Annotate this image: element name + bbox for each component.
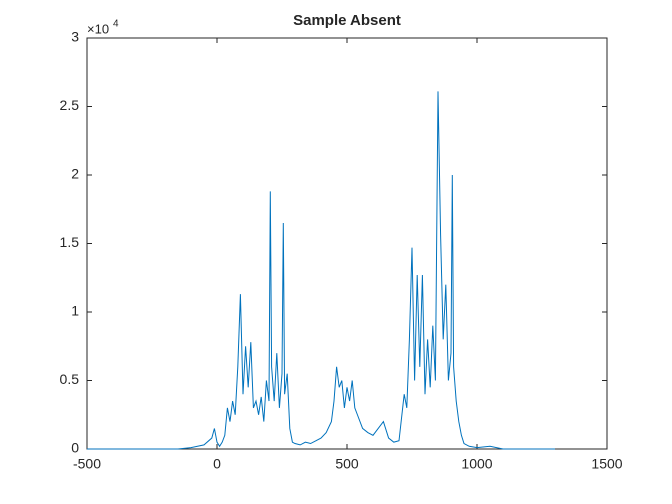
y-tick-label: 1 (71, 303, 79, 319)
y-tick-label: 2 (71, 166, 79, 182)
y-tick-label: 0.5 (60, 371, 80, 387)
x-tick-label: 500 (335, 456, 359, 472)
y-tick-label: 2.5 (60, 97, 80, 113)
x-tick-label: 1000 (461, 456, 492, 472)
axes-box (86, 37, 608, 450)
series-line (87, 91, 555, 450)
x-tick-label: -500 (73, 456, 101, 472)
y-tick-label: 3 (71, 29, 79, 45)
x-tick-label: 1500 (591, 456, 622, 472)
y-tick-label: 0 (71, 440, 79, 456)
chart-title: Sample Absent (293, 12, 401, 29)
y-multiplier: ×10 (87, 21, 109, 36)
y-exponent: 4 (113, 19, 119, 30)
y-tick-label: 1.5 (60, 234, 80, 250)
x-tick-label: 0 (213, 456, 221, 472)
